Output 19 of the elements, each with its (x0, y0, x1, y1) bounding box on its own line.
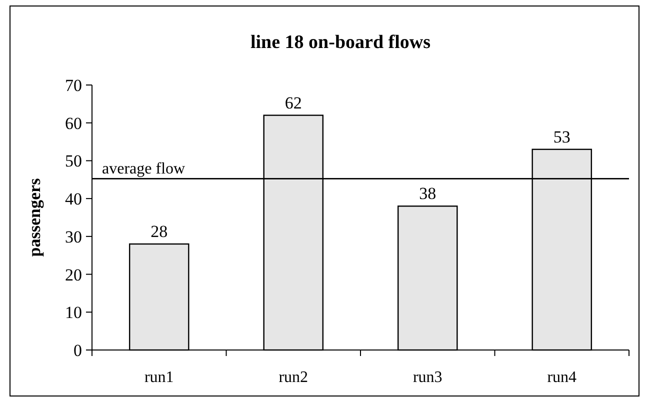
x-tick-label: run1 (144, 369, 174, 386)
y-tick-label: 0 (74, 341, 82, 360)
y-tick-label: 30 (65, 227, 82, 246)
data-label: 62 (284, 93, 302, 112)
data-label: 38 (419, 184, 436, 204)
y-tick-label: 20 (65, 265, 82, 284)
y-tick-label: 50 (65, 152, 82, 171)
y-tick-label: 60 (65, 114, 82, 133)
x-tick-label: run3 (412, 369, 442, 386)
y-axis-title: passengers (25, 178, 44, 257)
x-tick-label: run4 (547, 369, 577, 386)
ref-line-label: average flow (102, 160, 186, 178)
y-tick-label: 70 (65, 76, 82, 95)
chart-title: line 18 on-board flows (250, 32, 430, 53)
x-tick-label: run2 (278, 369, 308, 386)
y-tick-label: 40 (65, 190, 82, 209)
data-label: 28 (150, 222, 168, 241)
data-label: 53 (553, 127, 570, 146)
y-tick-label: 10 (65, 303, 82, 322)
